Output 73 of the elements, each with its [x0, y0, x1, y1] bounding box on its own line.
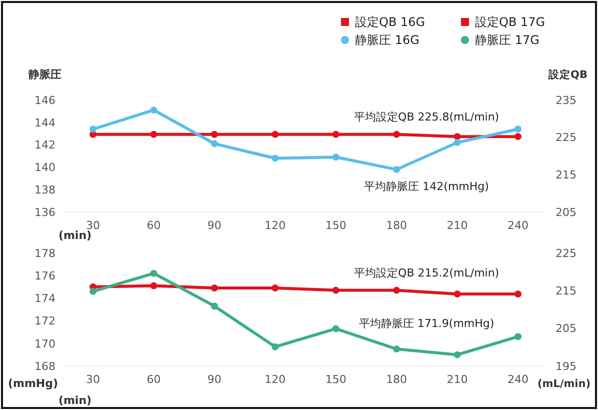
x-tick-label: 240	[508, 373, 528, 386]
y2-axis-title: 設定QB	[548, 68, 588, 81]
point	[210, 284, 218, 292]
point	[150, 270, 158, 277]
legend-label: 静脈圧 16G	[355, 33, 420, 48]
point	[272, 154, 279, 162]
point	[150, 106, 158, 114]
annotation: 平均設定QB 215.2(mL/min)	[354, 266, 500, 280]
y-tick-label: 136	[34, 206, 56, 219]
y-tick-label: 146	[34, 94, 56, 107]
y2-tick-label: 235	[556, 94, 576, 107]
point	[454, 351, 461, 358]
point	[150, 282, 158, 290]
x-axis-title: (min)	[58, 229, 92, 242]
point	[90, 126, 96, 133]
point	[332, 286, 340, 294]
point	[332, 325, 340, 332]
x-tick-label: 120	[264, 219, 286, 232]
y-tick-label: 142	[34, 138, 56, 152]
y-tick-label: 144	[34, 116, 56, 130]
y2-tick-label: 205	[556, 322, 576, 336]
point	[393, 286, 400, 294]
x-tick-label: 90	[207, 373, 222, 386]
point	[90, 288, 96, 295]
y2-tick-label: 225	[556, 131, 576, 144]
y-tick-label: 170	[34, 337, 56, 350]
y2-tick-label: 195	[556, 360, 576, 373]
point	[332, 154, 340, 161]
point	[210, 302, 218, 310]
legend-label: 設定QB 16G	[355, 15, 426, 30]
y-axis-title: 静脈圧	[28, 68, 62, 81]
annotation: 平均設定QB 225.8(mL/min)	[354, 110, 500, 124]
x-tick-label: 180	[386, 219, 408, 232]
x-tick-label: 150	[325, 219, 346, 232]
x-tick-label: 240	[508, 219, 528, 232]
x-tick-label: 60	[146, 373, 161, 386]
y2-axis-title: (mL/min)	[537, 378, 591, 390]
point	[393, 346, 400, 353]
y-tick-label: 176	[34, 269, 56, 282]
x-tick-label: 120	[264, 373, 286, 386]
y-tick-label: 138	[34, 183, 56, 196]
x-tick-label: 30	[86, 219, 100, 232]
point	[272, 284, 279, 292]
legend-label: 設定QB 17G	[475, 15, 546, 30]
y-tick-label: 174	[34, 292, 56, 306]
point	[454, 290, 461, 298]
x-tick-label: 60	[146, 219, 161, 232]
y2-tick-label: 225	[556, 246, 576, 260]
y-axis-title: (mmHg)	[8, 377, 58, 390]
y2-tick-label: 205	[556, 206, 576, 219]
x-axis-title: (min)	[58, 394, 92, 407]
y2-tick-label: 215	[556, 284, 576, 298]
y-tick-label: 140	[34, 161, 56, 174]
y2-tick-label: 215	[556, 168, 576, 182]
y-tick-label: 172	[34, 314, 56, 328]
point	[393, 166, 400, 173]
y-tick-label: 178	[34, 246, 56, 260]
legend-label: 静脈圧 17G	[475, 33, 540, 48]
x-tick-label: 150	[325, 373, 346, 386]
annotation: 平均静脈圧 171.9(mmHg)	[358, 317, 494, 330]
point	[454, 139, 461, 146]
x-tick-label: 210	[446, 219, 468, 232]
x-tick-label: 30	[86, 373, 100, 386]
x-tick-label: 90	[207, 219, 222, 232]
point	[514, 333, 522, 340]
point	[210, 140, 218, 148]
x-tick-label: 180	[386, 373, 408, 386]
x-tick-label: 210	[446, 373, 468, 386]
point	[272, 343, 279, 350]
y-tick-label: 168	[34, 360, 56, 373]
point	[514, 126, 522, 133]
annotation: 平均静脈圧 142(mmHg)	[364, 180, 489, 193]
point	[514, 290, 522, 298]
